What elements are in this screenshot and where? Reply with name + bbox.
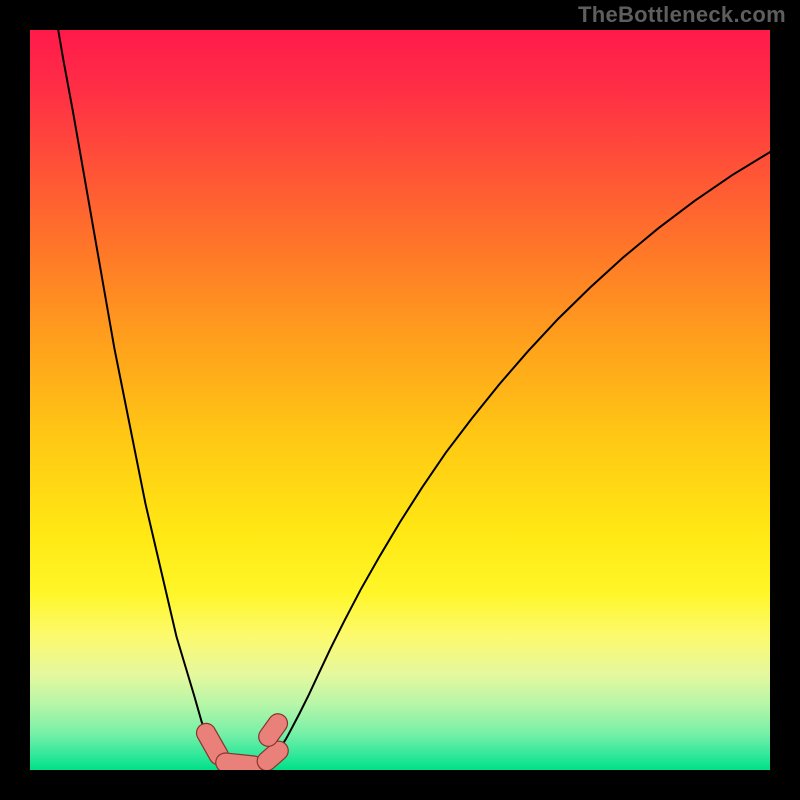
plot-area — [30, 30, 770, 770]
watermark-text: TheBottleneck.com — [578, 2, 786, 28]
gradient-background — [30, 30, 770, 770]
chart-frame: TheBottleneck.com — [0, 0, 800, 800]
chart-svg — [30, 30, 770, 770]
marker-capsule — [206, 733, 219, 755]
marker-capsule — [267, 751, 279, 761]
marker-capsule — [225, 763, 253, 766]
marker-capsule — [268, 723, 278, 736]
